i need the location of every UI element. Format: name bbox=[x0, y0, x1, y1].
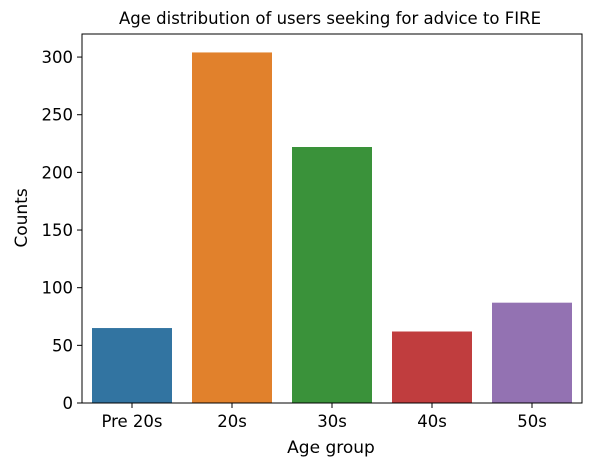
y-tick-label: 0 bbox=[63, 394, 74, 413]
chart-title: Age distribution of users seeking for ad… bbox=[119, 9, 541, 28]
y-tick-label: 250 bbox=[42, 106, 74, 125]
x-tick-label: Pre 20s bbox=[101, 412, 162, 431]
x-axis-label: Age group bbox=[287, 438, 375, 458]
bar-30s bbox=[292, 147, 372, 403]
plot-area: Pre 20s 20s 30s 40s 50s 0 50 100 150 200 250 300 bbox=[42, 48, 572, 431]
y-tick-label: 300 bbox=[42, 48, 74, 67]
bar-50s bbox=[492, 302, 572, 403]
y-tick-label: 100 bbox=[42, 279, 74, 298]
y-tick-label: 50 bbox=[52, 336, 73, 355]
bar-40s bbox=[392, 331, 472, 403]
y-axis-label: Counts bbox=[12, 188, 32, 247]
x-tick-label: 50s bbox=[517, 412, 547, 431]
y-tick-label: 200 bbox=[42, 163, 74, 182]
y-tick-label: 150 bbox=[42, 221, 74, 240]
plot-frame bbox=[81, 33, 583, 404]
bar-pre-20s bbox=[92, 328, 172, 403]
x-tick-label: 30s bbox=[317, 412, 347, 431]
bar-20s bbox=[192, 52, 272, 403]
x-tick-label: 20s bbox=[217, 412, 247, 431]
x-tick-label: 40s bbox=[417, 412, 447, 431]
